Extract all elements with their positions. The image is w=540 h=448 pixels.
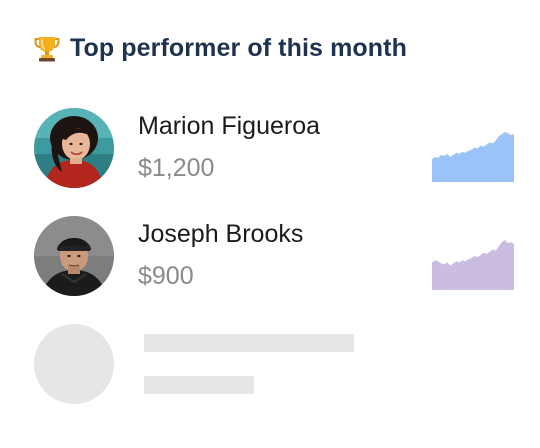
card-title: Top performer of this month <box>70 33 407 62</box>
skeleton-line <box>144 334 354 352</box>
skeleton-avatar <box>34 324 114 404</box>
performer-name: Joseph Brooks <box>138 220 304 248</box>
performer-amount: $1,200 <box>138 154 215 182</box>
card-header: Top performer of this month <box>34 30 407 66</box>
avatar <box>34 216 114 296</box>
trophy-icon <box>34 34 60 62</box>
sparkline-chart <box>432 132 514 182</box>
avatar <box>34 108 114 188</box>
sparkline-chart <box>432 240 514 290</box>
performer-row[interactable]: Joseph Brooks $900 <box>34 216 514 296</box>
sparkline-area <box>432 240 514 290</box>
performer-row[interactable]: Marion Figueroa $1,200 <box>34 108 514 188</box>
performer-name: Marion Figueroa <box>138 112 321 140</box>
skeleton-line <box>144 376 254 394</box>
sparkline-area <box>432 132 514 182</box>
performer-amount: $900 <box>138 262 194 290</box>
